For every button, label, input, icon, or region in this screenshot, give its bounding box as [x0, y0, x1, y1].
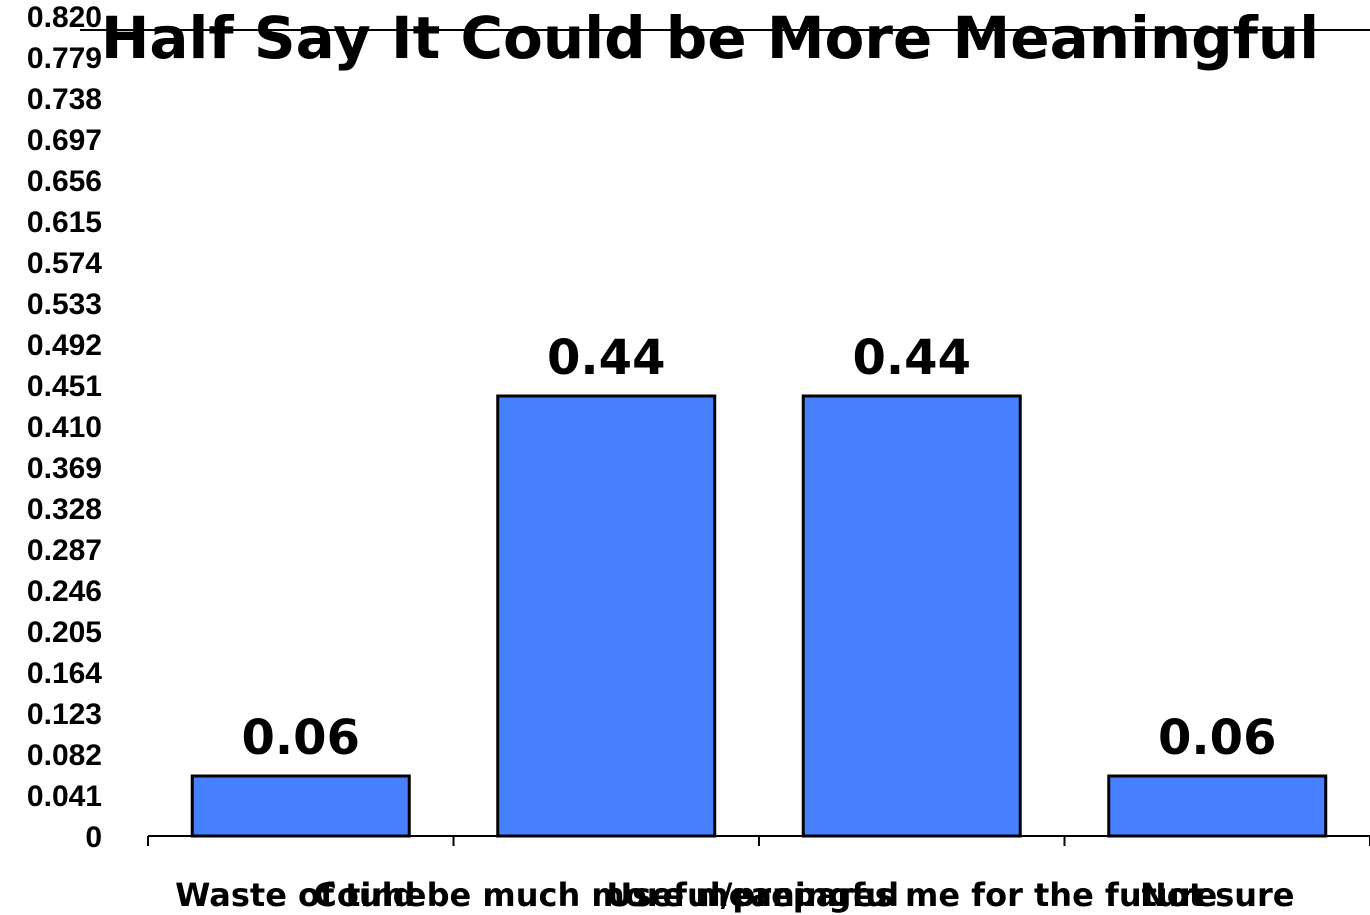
- bar: [190, 774, 411, 838]
- y-tick-label: 0.123: [27, 698, 102, 731]
- category-label: Useful/prepares me for the future: [606, 876, 1217, 914]
- y-axis-ticks: 0 0.041 0.082 0.123 0.164 0.205 0.246 0.287 0.32…: [27, 1, 102, 854]
- y-tick-label: 0.738: [27, 83, 102, 116]
- data-label: 0.06: [242, 710, 360, 766]
- y-tick-label: 0.082: [27, 739, 102, 772]
- y-tick-label: 0.410: [27, 411, 102, 444]
- y-tick-label: 0.615: [27, 206, 102, 239]
- x-axis-ticks: [147, 836, 1370, 846]
- bars: [190, 394, 1328, 838]
- y-tick-label: 0.328: [27, 493, 102, 526]
- y-tick-label: 0.533: [27, 288, 102, 321]
- y-tick-label: 0.779: [27, 42, 102, 75]
- y-tick-label: 0.820: [27, 1, 102, 34]
- data-labels: 0.06 0.44 0.44 0.06: [242, 330, 1277, 766]
- category-label: Not sure: [1140, 876, 1295, 914]
- y-tick-label: 0.041: [27, 780, 102, 813]
- bar: [1107, 774, 1328, 838]
- y-tick-label: 0.246: [27, 575, 102, 608]
- y-tick-label: 0.287: [27, 534, 102, 567]
- y-tick-label: 0.697: [27, 124, 102, 157]
- y-tick-label: 0.656: [27, 165, 102, 198]
- bar: [801, 394, 1022, 838]
- y-tick-label: 0: [85, 821, 102, 854]
- data-label: 0.44: [547, 330, 665, 386]
- bar: [496, 394, 717, 838]
- y-tick-label: 0.369: [27, 452, 102, 485]
- y-tick-label: 0.164: [27, 657, 102, 690]
- y-tick-label: 0.451: [27, 370, 102, 403]
- data-label: 0.44: [853, 330, 971, 386]
- y-tick-label: 0.574: [27, 247, 102, 280]
- category-label: Waste of time: [175, 876, 426, 914]
- y-tick-label: 0.205: [27, 616, 102, 649]
- data-label: 0.06: [1158, 710, 1276, 766]
- y-tick-label: 0.492: [27, 329, 102, 362]
- chart-title: Half Say It Could be More Meaningful: [101, 4, 1319, 72]
- category-label: Could be much more meaningful: [313, 876, 899, 914]
